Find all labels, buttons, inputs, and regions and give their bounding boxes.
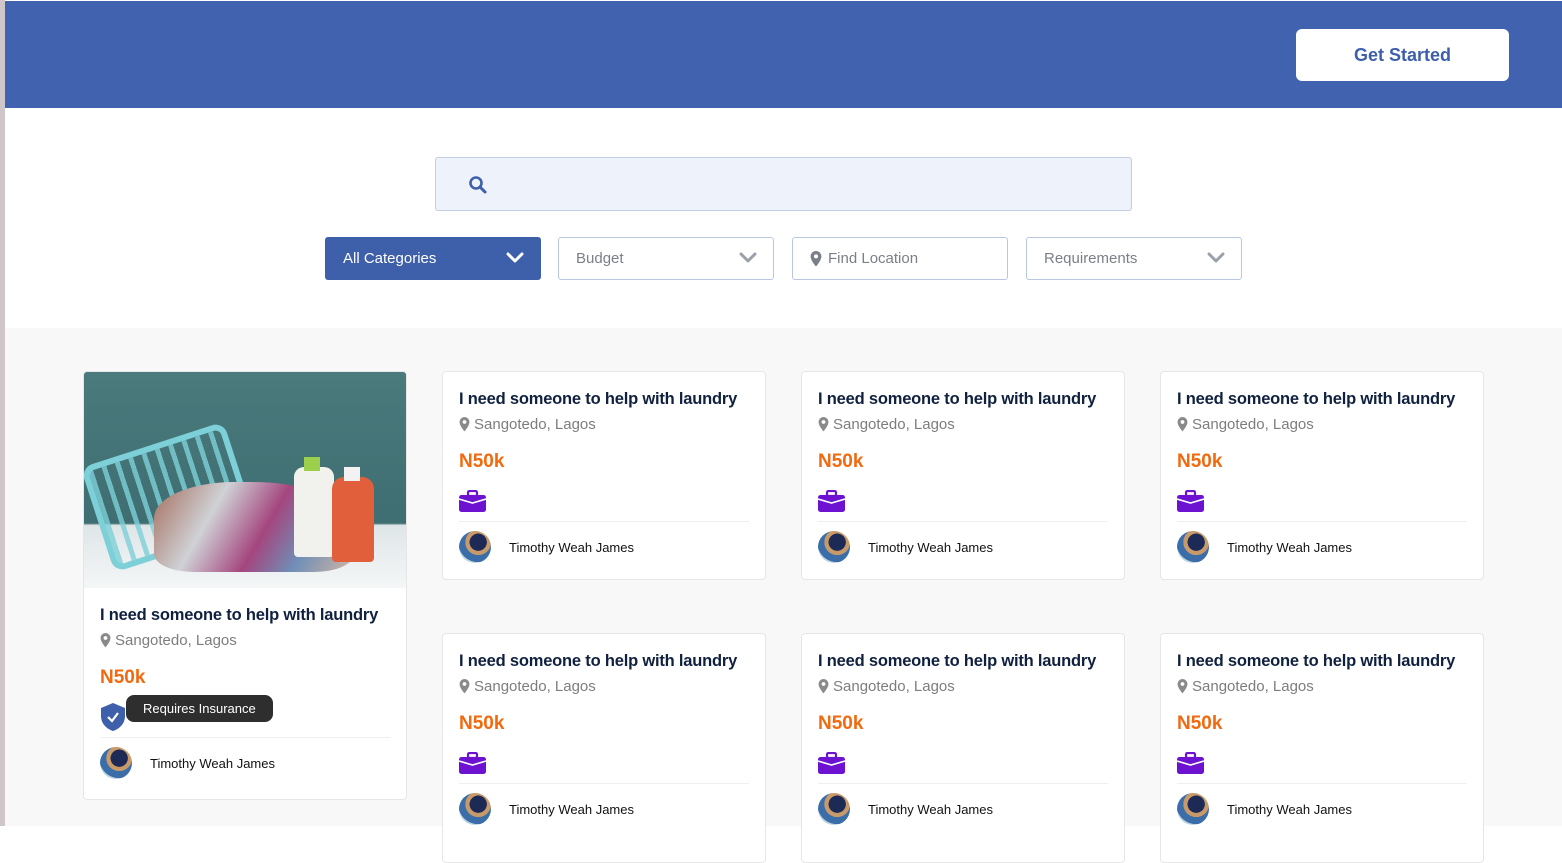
job-poster[interactable]: Timothy Weah James	[459, 784, 749, 834]
top-header: Get Started	[5, 1, 1562, 108]
location-pin-icon	[810, 250, 822, 267]
job-title[interactable]: I need someone to help with laundry	[459, 652, 738, 670]
job-location: Sangotedo, Lagos	[100, 632, 390, 649]
insurance-tooltip: Requires Insurance	[126, 695, 273, 722]
job-title[interactable]: I need someone to help with laundry	[818, 652, 1097, 670]
job-requirements	[1177, 481, 1467, 521]
briefcase-icon	[1177, 490, 1204, 512]
job-poster[interactable]: Timothy Weah James	[1177, 522, 1467, 572]
job-location: Sangotedo, Lagos	[818, 678, 1108, 695]
job-requirements	[1177, 743, 1467, 783]
job-requirements	[818, 481, 1108, 521]
job-title[interactable]: I need someone to help with laundry	[1177, 390, 1456, 408]
search-input[interactable]	[506, 168, 1106, 200]
job-location: Sangotedo, Lagos	[818, 416, 1108, 433]
job-location: Sangotedo, Lagos	[459, 678, 749, 695]
job-photo	[84, 372, 406, 588]
job-title[interactable]: I need someone to help with laundry	[459, 390, 738, 408]
briefcase-icon	[459, 752, 486, 774]
search-icon	[469, 176, 487, 194]
job-price: N50k	[818, 713, 864, 734]
location-pin-icon	[459, 417, 470, 432]
job-price: N50k	[459, 451, 505, 472]
job-card[interactable]: I need someone to help with laundry Sang…	[442, 371, 766, 580]
poster-name: Timothy Weah James	[868, 539, 993, 555]
job-price: N50k	[459, 713, 505, 734]
location-pin-icon	[459, 679, 470, 694]
job-title[interactable]: I need someone to help with laundry	[100, 606, 379, 624]
avatar	[818, 793, 850, 825]
job-poster[interactable]: Timothy Weah James	[100, 738, 390, 788]
briefcase-icon	[818, 490, 845, 512]
job-requirements	[818, 743, 1108, 783]
poster-name: Timothy Weah James	[509, 801, 634, 817]
avatar	[459, 793, 491, 825]
filter-label: Budget	[576, 250, 624, 267]
avatar	[818, 531, 850, 563]
location-pin-icon	[100, 633, 111, 648]
divider	[818, 521, 1108, 522]
avatar	[1177, 793, 1209, 825]
job-poster[interactable]: Timothy Weah James	[818, 522, 1108, 572]
location-pin-icon	[818, 679, 829, 694]
poster-name: Timothy Weah James	[1227, 801, 1352, 817]
briefcase-icon	[1177, 752, 1204, 774]
job-title[interactable]: I need someone to help with laundry	[1177, 652, 1456, 670]
job-price: N50k	[1177, 713, 1223, 734]
job-poster[interactable]: Timothy Weah James	[818, 784, 1108, 834]
job-poster[interactable]: Timothy Weah James	[1177, 784, 1467, 834]
job-price: N50k	[818, 451, 864, 472]
job-card[interactable]: I need someone to help with laundry Sang…	[1160, 633, 1484, 863]
job-card[interactable]: I need someone to help with laundry Sang…	[1160, 371, 1484, 580]
location-pin-icon	[1177, 417, 1188, 432]
job-requirements: Requires Insurance	[100, 695, 390, 737]
divider	[1177, 783, 1467, 784]
poster-name: Timothy Weah James	[509, 539, 634, 555]
shield-check-icon	[101, 703, 125, 731]
job-card[interactable]: I need someone to help with laundry Sang…	[801, 371, 1125, 580]
location-pin-icon	[1177, 679, 1188, 694]
chevron-down-icon	[739, 252, 757, 263]
filter-all-categories[interactable]: All Categories	[325, 237, 541, 280]
job-requirements	[459, 481, 749, 521]
avatar	[459, 531, 491, 563]
divider	[818, 783, 1108, 784]
window-edge	[0, 0, 5, 826]
poster-name: Timothy Weah James	[868, 801, 993, 817]
location-pin-icon	[818, 417, 829, 432]
avatar	[1177, 531, 1209, 563]
job-requirements	[459, 743, 749, 783]
search-bar[interactable]	[435, 157, 1132, 211]
filter-label: Find Location	[828, 250, 919, 267]
job-location: Sangotedo, Lagos	[459, 416, 749, 433]
job-title[interactable]: I need someone to help with laundry	[818, 390, 1097, 408]
divider	[1177, 521, 1467, 522]
divider	[459, 521, 749, 522]
job-poster[interactable]: Timothy Weah James	[459, 522, 749, 572]
chevron-down-icon	[506, 252, 524, 263]
filter-requirements[interactable]: Requirements	[1026, 237, 1242, 280]
job-location: Sangotedo, Lagos	[1177, 678, 1467, 695]
divider	[100, 737, 390, 738]
poster-name: Timothy Weah James	[150, 755, 275, 771]
job-card[interactable]: I need someone to help with laundry Sang…	[442, 633, 766, 863]
chevron-down-icon	[1207, 252, 1225, 263]
filter-budget[interactable]: Budget	[558, 237, 774, 280]
job-price: N50k	[100, 667, 146, 688]
filter-label: All Categories	[343, 250, 437, 267]
avatar	[100, 747, 132, 779]
filter-label: Requirements	[1044, 250, 1138, 267]
featured-job-card[interactable]: I need someone to help with laundry Sang…	[83, 371, 407, 800]
get-started-button[interactable]: Get Started	[1296, 29, 1509, 81]
job-price: N50k	[1177, 451, 1223, 472]
divider	[459, 783, 749, 784]
filter-find-location[interactable]: Find Location	[792, 237, 1008, 280]
job-card[interactable]: I need someone to help with laundry Sang…	[801, 633, 1125, 863]
briefcase-icon	[818, 752, 845, 774]
job-location: Sangotedo, Lagos	[1177, 416, 1467, 433]
poster-name: Timothy Weah James	[1227, 539, 1352, 555]
briefcase-icon	[459, 490, 486, 512]
